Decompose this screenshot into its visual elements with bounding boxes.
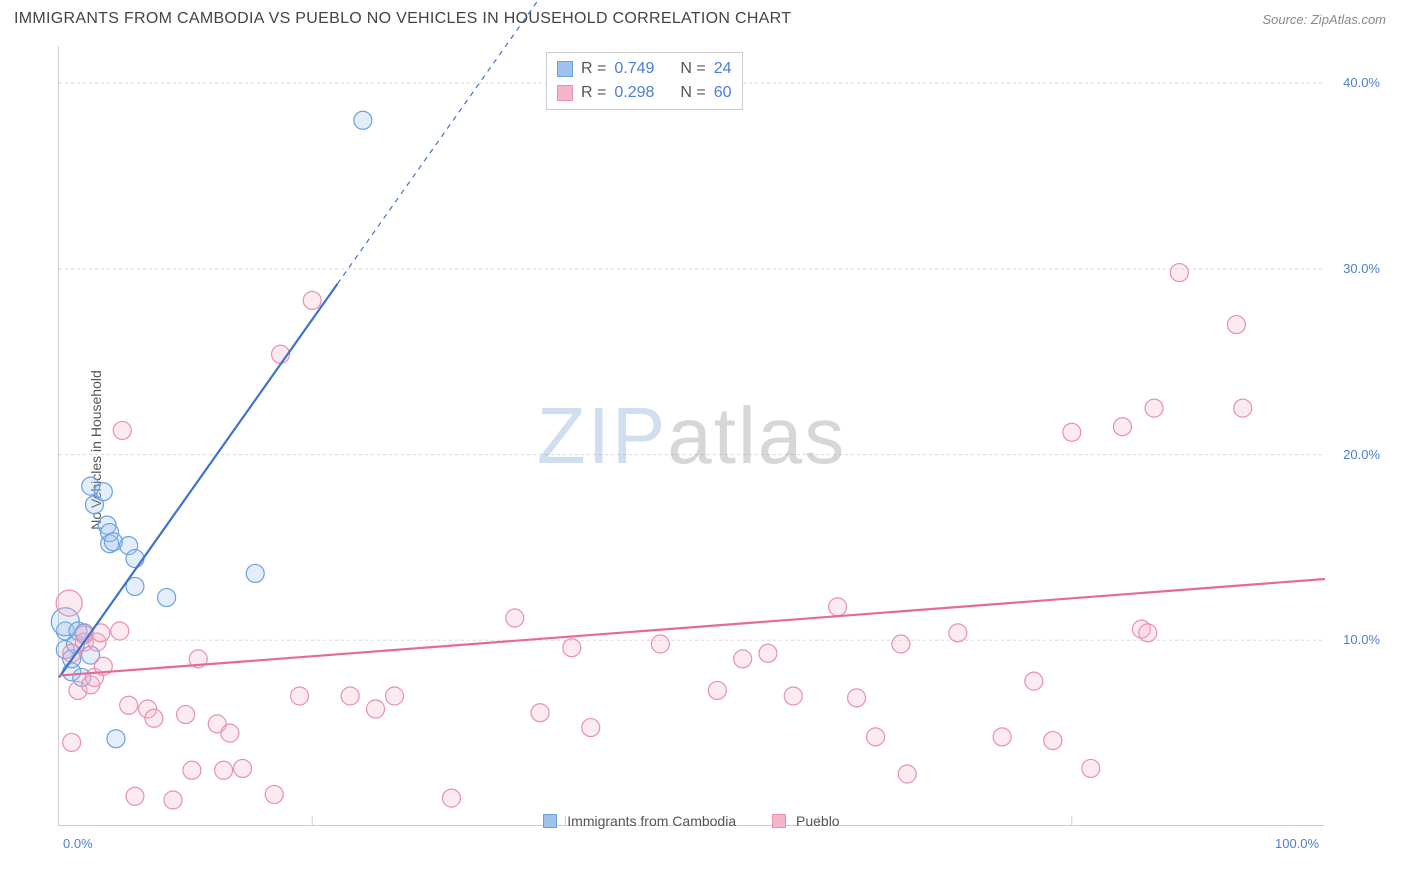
y-tick-label: 40.0% bbox=[1343, 75, 1380, 90]
rn-n-label: N = bbox=[680, 81, 705, 105]
rn-r-label: R = bbox=[581, 57, 606, 81]
x-tick-label: 100.0% bbox=[1275, 836, 1319, 851]
legend-item-cambodia: Immigrants from Cambodia bbox=[543, 813, 736, 829]
scatter-svg bbox=[59, 46, 1324, 825]
rn-legend-row: R = 0.298 N = 60 bbox=[557, 81, 732, 105]
chart-container: No Vehicles in Household ZIPatlas R =0.7… bbox=[14, 40, 1394, 860]
rn-legend-row: R = 0.749 N = 24 bbox=[557, 57, 732, 81]
rn-n-value: 60 bbox=[714, 81, 732, 105]
series-legend: Immigrants from Cambodia Pueblo bbox=[59, 813, 1324, 829]
x-tick-label: 0.0% bbox=[63, 836, 93, 851]
source-attribution: Source: ZipAtlas.com bbox=[1262, 12, 1386, 27]
rn-n-value: 24 bbox=[714, 57, 732, 81]
swatch-cambodia bbox=[543, 814, 557, 828]
legend-item-pueblo: Pueblo bbox=[772, 813, 839, 829]
rn-swatch bbox=[557, 61, 573, 77]
correlation-legend: R = 0.749 N = 24 R = 0.298 N = 60 bbox=[546, 52, 743, 110]
legend-label-pueblo: Pueblo bbox=[796, 813, 840, 829]
y-tick-label: 10.0% bbox=[1343, 632, 1380, 647]
plot-area: ZIPatlas R =0.749N =24R =0.298N =60 Immi… bbox=[58, 46, 1324, 826]
swatch-pueblo bbox=[772, 814, 786, 828]
rn-r-value: 0.298 bbox=[614, 81, 654, 105]
rn-swatch bbox=[557, 85, 573, 101]
chart-title: IMMIGRANTS FROM CAMBODIA VS PUEBLO NO VE… bbox=[14, 10, 791, 28]
rn-n-label: N = bbox=[680, 57, 705, 81]
y-tick-label: 20.0% bbox=[1343, 447, 1380, 462]
y-tick-label: 30.0% bbox=[1343, 261, 1380, 276]
rn-r-label: R = bbox=[581, 81, 606, 105]
legend-label-cambodia: Immigrants from Cambodia bbox=[567, 813, 736, 829]
rn-r-value: 0.749 bbox=[614, 57, 654, 81]
